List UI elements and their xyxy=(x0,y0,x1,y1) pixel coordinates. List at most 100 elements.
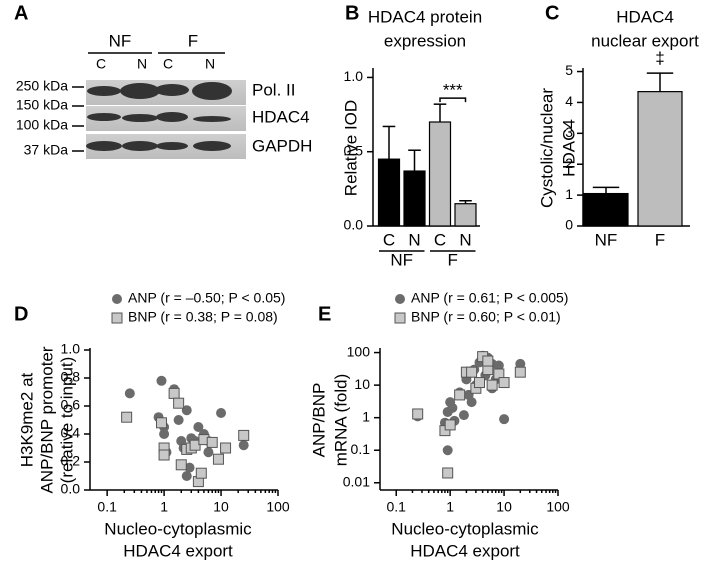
x-tick-label: 10 xyxy=(496,499,512,515)
y-tick-label: 3 xyxy=(565,124,573,140)
point xyxy=(121,411,133,423)
marker-ticks xyxy=(72,86,84,152)
y-tick-label: 0.5 xyxy=(344,142,364,158)
y-tick-label: 0.2 xyxy=(61,453,81,469)
point xyxy=(515,358,526,369)
point xyxy=(181,405,192,416)
x-tick-label: 100 xyxy=(546,499,570,515)
legend-marker xyxy=(112,294,122,304)
x-tick-label: 10 xyxy=(213,499,229,515)
y-tick-label: 1 xyxy=(565,186,573,202)
point xyxy=(206,436,218,448)
y-tick-label: 0.0 xyxy=(344,217,364,233)
panel-letter: A xyxy=(14,2,28,24)
point xyxy=(493,360,504,371)
group-label: NF xyxy=(109,31,132,50)
y-axis-label: HDAC4 xyxy=(559,119,578,177)
point xyxy=(124,388,135,399)
bar xyxy=(377,158,401,227)
bar xyxy=(454,203,477,227)
y-tick-label: 0.01 xyxy=(343,473,370,489)
row-label: GAPDH xyxy=(252,136,312,155)
x-tick-label: 0.1 xyxy=(97,499,117,515)
point xyxy=(444,419,456,431)
chart-title: HDAC4 protein xyxy=(368,7,482,26)
panel-letter: D xyxy=(14,303,28,325)
legend-label: ANP (r = –0.50; P < 0.05) xyxy=(128,290,285,306)
x-tick-label: NF xyxy=(595,230,618,249)
x-tick-label: C xyxy=(383,230,395,249)
point xyxy=(220,442,232,454)
x-axis-label: HDAC4 export xyxy=(410,541,520,560)
lane-label: C xyxy=(96,56,106,72)
y-axis-label: ANP/BNP xyxy=(309,383,328,458)
point xyxy=(412,408,424,420)
group-label: F xyxy=(448,250,458,269)
y-tick-label: 0.0 xyxy=(61,481,81,497)
significance-bracket xyxy=(439,97,467,103)
y-tick-label: 1.0 xyxy=(61,341,81,357)
y-axis-label: mRNA (fold) xyxy=(331,374,350,467)
point xyxy=(499,414,510,425)
y-axis-label: H3K9me2 at xyxy=(17,372,36,467)
legend-label: ANP (r = 0.61; P < 0.005) xyxy=(411,290,568,306)
legend-label: BNP (r = 0.38; P = 0.08) xyxy=(128,309,278,325)
y-tick-label: 0.4 xyxy=(61,425,81,441)
point xyxy=(156,375,167,386)
row-label: Pol. II xyxy=(252,80,295,99)
y-tick-label: 2 xyxy=(565,155,573,171)
legend-marker xyxy=(395,294,405,304)
marker-label: 250 kDa xyxy=(16,78,68,94)
annotation: ‡ xyxy=(655,49,664,68)
marker-label: 37 kDa xyxy=(24,142,69,158)
y-axis-label: (relative to input) xyxy=(57,357,76,484)
lane-label: N xyxy=(137,56,147,72)
x-tick-label: 1 xyxy=(446,499,454,515)
point xyxy=(482,355,494,367)
point xyxy=(454,389,466,401)
point xyxy=(212,453,224,465)
y-tick-label: 0.8 xyxy=(61,369,81,385)
point xyxy=(189,439,201,451)
x-tick-label: 1 xyxy=(160,499,168,515)
point xyxy=(442,445,453,456)
group-label: F xyxy=(188,31,198,50)
point xyxy=(466,366,478,378)
annotation: *** xyxy=(443,81,463,100)
y-tick-label: 0.6 xyxy=(61,397,81,413)
point xyxy=(442,467,454,479)
group-label: NF xyxy=(390,250,413,269)
point xyxy=(155,417,167,429)
chart-title: HDAC4 xyxy=(616,7,674,26)
bar xyxy=(637,91,683,227)
legend-marker xyxy=(111,312,123,324)
point xyxy=(195,467,207,479)
x-tick-label: N xyxy=(459,230,471,249)
panel-letter: B xyxy=(345,2,359,24)
bar xyxy=(403,170,426,227)
point xyxy=(466,397,477,408)
x-axis-label: HDAC4 export xyxy=(123,541,233,560)
western-blot: NF F C N C N 250 kDa 150 kDa 100 kDa 37 … xyxy=(16,31,312,159)
bands xyxy=(86,82,232,151)
panel-letter: E xyxy=(318,303,331,325)
y-tick-label: 100 xyxy=(347,343,371,359)
y-tick-label: 1.0 xyxy=(344,68,364,84)
row-label: HDAC4 xyxy=(252,107,310,126)
point xyxy=(168,387,180,399)
x-tick-label: C xyxy=(434,230,446,249)
marker-label: 150 kDa xyxy=(16,97,68,113)
point xyxy=(473,377,485,389)
x-tick-label: 0.1 xyxy=(386,499,406,515)
point xyxy=(486,379,498,391)
point xyxy=(184,462,195,473)
point xyxy=(238,440,249,451)
x-tick-label: 100 xyxy=(266,499,290,515)
point xyxy=(498,377,510,389)
point xyxy=(159,429,170,439)
x-tick-label: N xyxy=(408,230,420,249)
point xyxy=(514,366,526,378)
point xyxy=(173,415,184,425)
chart-title: expression xyxy=(384,31,466,50)
x-axis-label: Nucleo-cytoplasmic xyxy=(391,519,539,538)
